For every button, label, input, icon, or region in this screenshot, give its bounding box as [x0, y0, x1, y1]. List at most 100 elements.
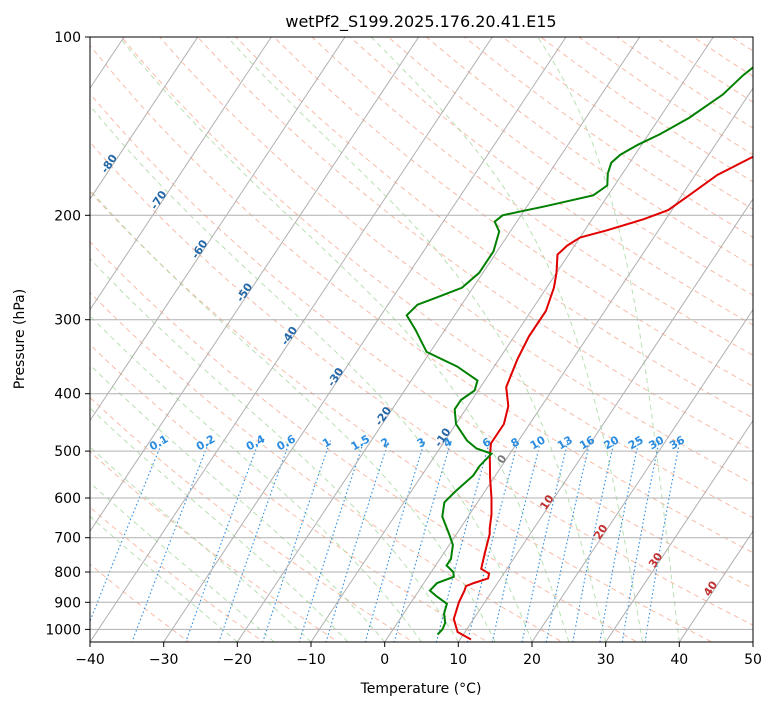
dry-adiabat	[90, 343, 489, 642]
dry-adiabat	[90, 141, 753, 626]
moist-adiabat	[226, 37, 607, 642]
mixing-ratio-line	[621, 440, 660, 642]
isotherm-line	[457, 198, 753, 642]
y-tick-label: 800	[54, 565, 81, 581]
isotherm-label: 30	[646, 550, 666, 570]
x-axis-title: Temperature (°C)	[360, 681, 482, 697]
y-tick-label: 900	[54, 595, 81, 611]
mixing-ratio-label: 8	[509, 435, 522, 450]
moist-adiabat	[90, 189, 496, 642]
mixing-ratio-label: 10	[528, 433, 548, 452]
isotherm-line	[90, 37, 199, 200]
mixing-ratio-label: 30	[646, 433, 666, 452]
dry-adiabat	[90, 451, 340, 642]
isotherm-label: 0	[494, 452, 509, 466]
dry-adiabat	[90, 291, 564, 642]
moist-adiabat	[90, 446, 312, 642]
dry-adiabat	[539, 37, 753, 183]
x-tick-label: −20	[223, 652, 253, 668]
mixing-ratio-line	[435, 440, 491, 642]
mixing-ratio-line	[545, 440, 591, 642]
isotherm-label: 10	[537, 492, 557, 512]
x-tick-label: −10	[296, 652, 326, 668]
mixing-ratio-label: 0.4	[244, 432, 268, 453]
y-tick-label: 300	[54, 313, 81, 329]
isotherm-line	[678, 530, 753, 642]
y-tick-label: 1000	[45, 622, 81, 638]
mixing-ratio-line	[325, 440, 390, 642]
x-tick-label: 0	[380, 652, 389, 668]
mixing-ratio-label: 13	[555, 433, 575, 452]
mixing-ratio-label: 3	[415, 435, 428, 450]
y-tick-label: 700	[54, 531, 81, 547]
mixing-ratio-label: 25	[626, 433, 646, 452]
mixing-ratio-label: 20	[601, 433, 621, 452]
isotherm-label: -100	[0, 87, 16, 117]
mixing-ratio-label: 2	[379, 435, 392, 450]
y-tick-label: 400	[54, 387, 81, 403]
dry-adiabat	[90, 563, 190, 642]
mixing-ratio-label: 0.2	[194, 432, 217, 453]
isotherm-line	[90, 37, 420, 533]
mixing-ratio-line	[644, 440, 681, 642]
dry-adiabat	[654, 37, 753, 103]
mixing-ratio-line	[131, 440, 211, 642]
mixing-ratio-line	[298, 440, 365, 642]
x-tick-label: 40	[670, 652, 688, 668]
mixing-ratio-line	[218, 440, 291, 642]
mixing-ratio-line	[466, 440, 519, 642]
y-tick-label: 100	[54, 30, 81, 46]
mixing-ratio-line	[364, 440, 426, 642]
isotherm-line	[236, 37, 641, 642]
isotherm-label: -40	[278, 324, 300, 348]
mixing-ratio-line	[262, 440, 331, 642]
dry-adiabat	[425, 37, 753, 267]
mixing-ratio-label: 0.1	[147, 432, 170, 453]
y-tick-label: 200	[54, 208, 81, 224]
moist-adiabat	[90, 257, 459, 642]
dry-adiabat	[273, 37, 753, 387]
y-tick-label: 500	[54, 444, 81, 460]
dry-adiabat	[311, 37, 753, 356]
mixing-ratio-label: 1	[320, 435, 333, 450]
isotherm-label: -60	[189, 237, 211, 261]
isotherm-line	[752, 641, 753, 642]
mixing-ratio-line	[599, 440, 640, 642]
mixing-ratio-label: 16	[577, 433, 597, 452]
isotherm-label: -30	[325, 365, 347, 389]
dry-adiabat	[196, 37, 753, 452]
isotherm-label: -90	[47, 118, 69, 142]
temperature-trace	[452, 155, 753, 641]
dry-adiabat	[90, 241, 639, 642]
y-tick-label: 600	[54, 491, 81, 507]
dry-adiabat	[90, 190, 713, 642]
moist-adiabat	[90, 515, 238, 642]
isotherm-label: 40	[701, 578, 721, 598]
isotherm-line	[531, 308, 753, 642]
isotherm-line	[163, 37, 567, 642]
isotherm-label: -50	[234, 280, 256, 304]
moist-adiabat	[537, 37, 680, 642]
x-tick-label: −40	[75, 652, 105, 668]
y-axis-title: Pressure (hPa)	[12, 289, 28, 389]
isotherm-line	[90, 37, 493, 642]
moist-adiabat	[90, 482, 275, 642]
dewpoint-trace	[405, 66, 753, 636]
isotherm-line	[90, 37, 272, 311]
x-tick-label: 50	[744, 652, 762, 668]
x-tick-label: −30	[149, 652, 179, 668]
dry-adiabat	[692, 37, 753, 77]
x-tick-label: 30	[597, 652, 615, 668]
isotherm-label: -20	[372, 404, 394, 428]
moist-adiabat	[90, 407, 349, 642]
dry-adiabat	[90, 44, 753, 554]
chart-title: wetPf2_S199.2025.176.20.41.E15	[285, 12, 556, 32]
dry-adiabat	[120, 37, 753, 519]
dry-adiabat	[90, 506, 265, 642]
mixing-ratio-line	[393, 440, 452, 642]
mixing-ratio-label: 36	[667, 433, 687, 452]
x-tick-label: 10	[449, 652, 467, 668]
moist-adiabat	[118, 37, 570, 642]
x-tick-label: 20	[523, 652, 541, 668]
